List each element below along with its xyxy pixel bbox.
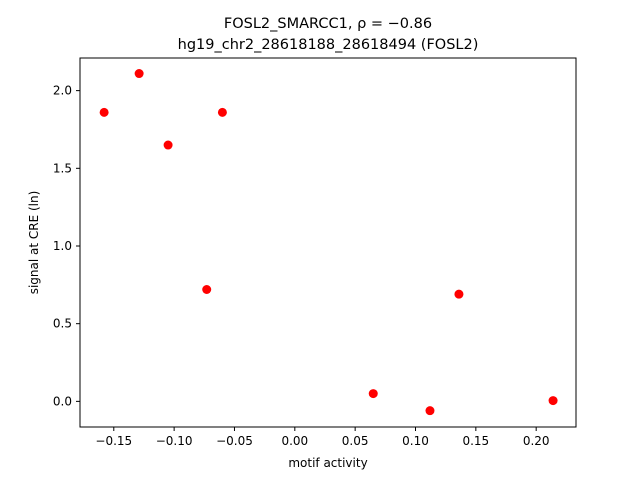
data-point — [454, 289, 464, 299]
data-point — [425, 406, 435, 416]
chart-title-line2: hg19_chr2_28618188_28618494 (FOSL2) — [178, 37, 479, 53]
y-tick-label: 0.0 — [53, 394, 72, 408]
y-tick-label: 1.0 — [53, 239, 72, 253]
data-point — [548, 396, 558, 406]
x-tick-label: 0.15 — [462, 434, 489, 448]
x-tick-label: −0.15 — [95, 434, 132, 448]
data-point — [99, 107, 109, 117]
x-tick-label: −0.10 — [156, 434, 193, 448]
y-tick-label: 0.5 — [53, 317, 72, 331]
x-tick-label: 0.05 — [342, 434, 369, 448]
y-axis-ticks: 0.0 0.5 1.0 1.5 2.0 — [53, 84, 80, 408]
data-points — [99, 69, 558, 416]
data-point — [202, 284, 212, 294]
chart-title-line1: FOSL2_SMARCC1, ρ = −0.86 — [224, 16, 432, 32]
data-point — [134, 69, 144, 79]
x-tick-label: −0.05 — [216, 434, 253, 448]
y-axis-label: signal at CRE (ln) — [27, 191, 41, 295]
x-axis-label: motif activity — [288, 456, 367, 470]
y-tick-label: 1.5 — [53, 161, 72, 175]
data-point — [368, 389, 378, 399]
y-tick-label: 2.0 — [53, 84, 72, 98]
plot-frame — [79, 57, 577, 428]
data-point — [163, 140, 173, 150]
x-tick-label: 0.00 — [281, 434, 308, 448]
x-tick-label: 0.10 — [402, 434, 429, 448]
data-point — [217, 107, 227, 117]
x-tick-label: 0.20 — [523, 434, 550, 448]
x-axis-ticks: −0.15 −0.10 −0.05 0.00 0.05 0.10 0.15 0.20 — [95, 427, 550, 448]
